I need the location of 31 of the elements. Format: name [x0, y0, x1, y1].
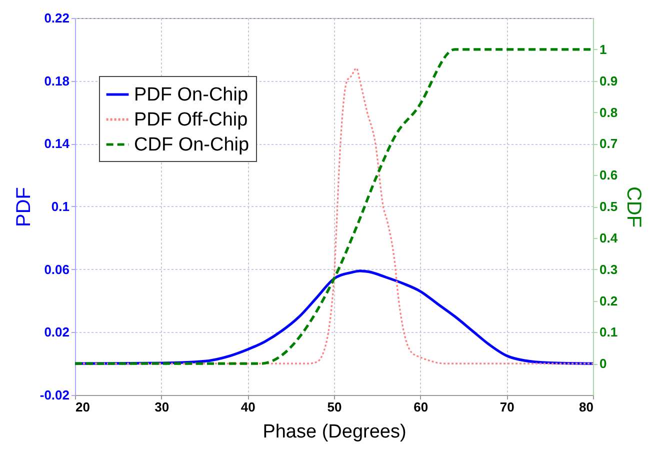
y2-tick-label: 0.8 [600, 104, 618, 120]
x-tick-label: 20 [76, 400, 90, 414]
y2-tick-label: 0.4 [600, 230, 618, 246]
legend-label: PDF On-Chip [134, 84, 248, 106]
y2-tick-label: 0.5 [600, 199, 618, 214]
y2-tick-label: 0.3 [600, 262, 618, 277]
y2-tick-label: 0 [600, 356, 607, 372]
y2-tick-label: 1 [600, 42, 607, 57]
legend-label: PDF Off-Chip [134, 110, 248, 130]
y-tick-label: 0.22 [44, 10, 70, 26]
y-tick-label: 0.1 [51, 199, 70, 214]
y-tick-label: 0.14 [44, 136, 70, 152]
y2-axis-title: CDF [622, 186, 645, 228]
x-tick-label: 40 [240, 400, 256, 414]
legend-label: CDF On-Chip [134, 134, 250, 156]
y-tick-label: 0.06 [44, 262, 70, 277]
y2-tick-label: 0.1 [600, 324, 618, 340]
y-tick-label: 0.18 [44, 73, 70, 88]
x-axis-title: Phase (Degrees) [262, 422, 406, 442]
y2-tick-label: 0.9 [600, 73, 618, 88]
y2-tick-label: 0.2 [600, 293, 618, 308]
y2-tick-label: 0.6 [600, 168, 618, 183]
x-tick-label: 80 [579, 400, 594, 414]
y-axis-title: PDF [12, 187, 35, 227]
y-tick-label: -0.02 [40, 388, 70, 402]
y-tick-label: 0.02 [44, 324, 70, 340]
y2-tick-label: 0.7 [600, 136, 618, 152]
x-tick-label: 50 [327, 400, 342, 414]
x-tick-label: 60 [414, 400, 428, 414]
x-tick-label: 30 [154, 400, 170, 414]
x-tick-label: 70 [500, 400, 514, 414]
